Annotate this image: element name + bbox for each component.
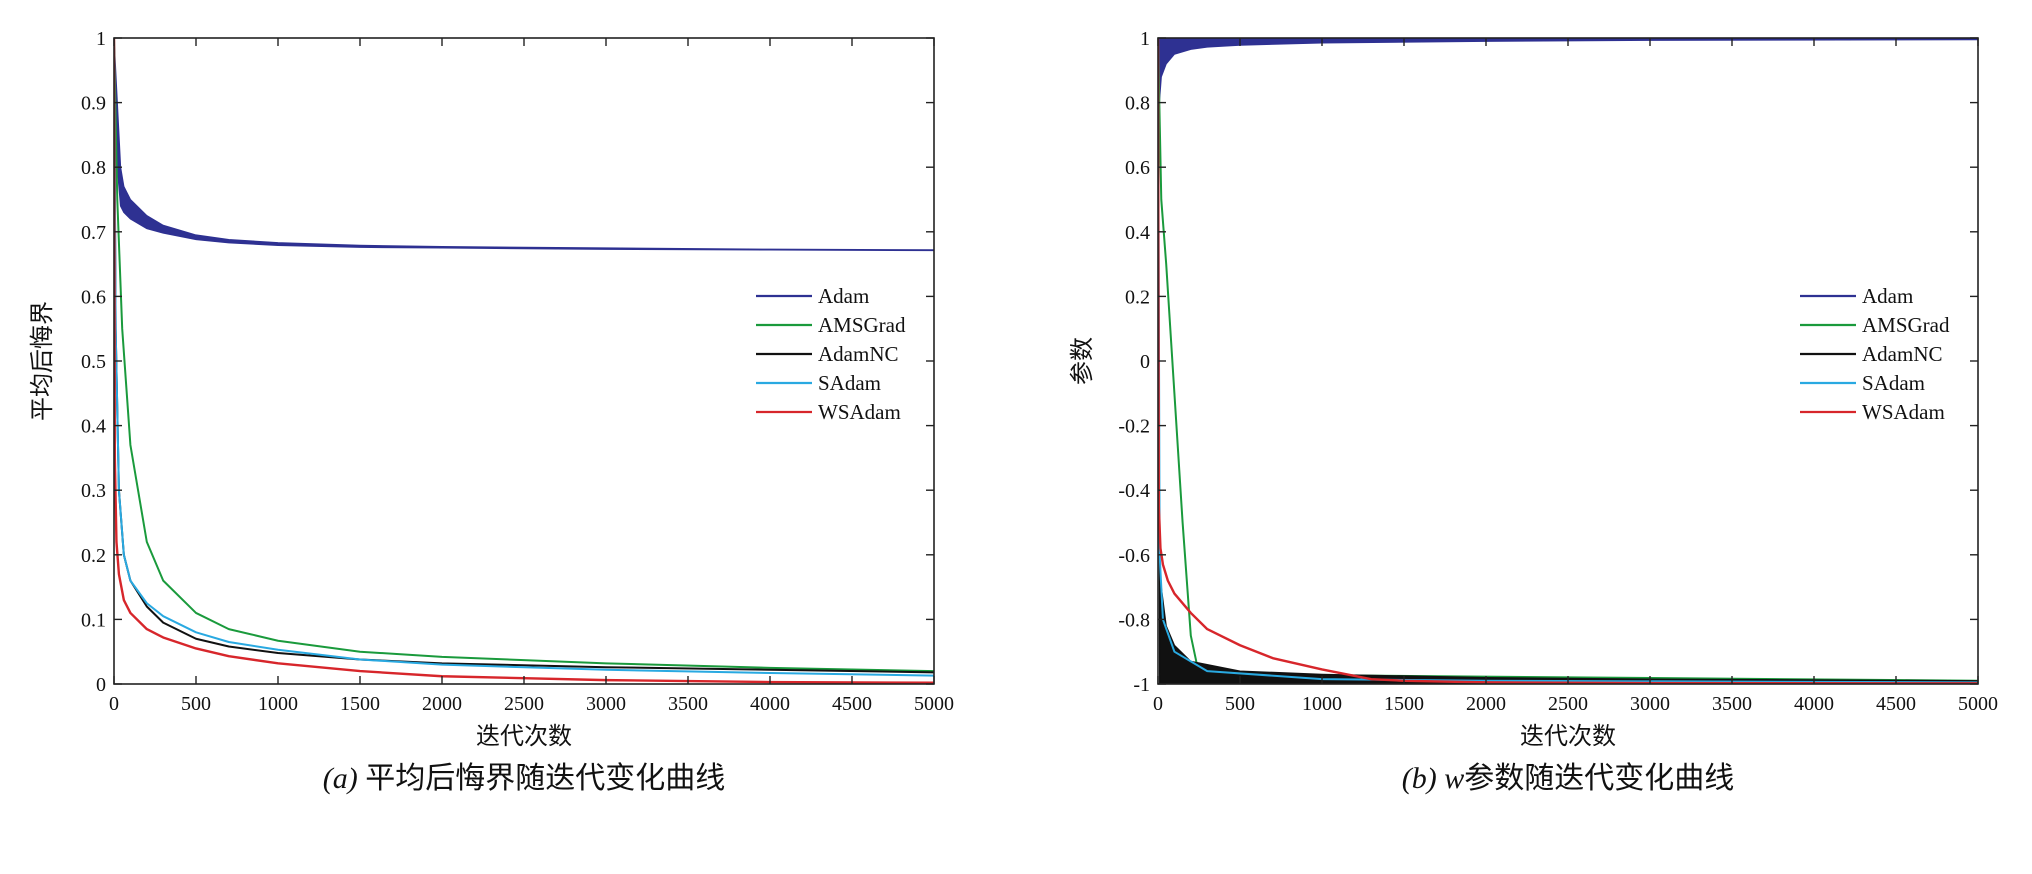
- y-tick-label: 1: [1140, 28, 1150, 50]
- panel-a: 0 500 1000 1500 2000 2500 3000 3500 4000 4500 5000…: [29, 28, 954, 795]
- series-adamnc-band: [1158, 38, 1978, 684]
- y-tick-label: 0.4: [1125, 222, 1150, 244]
- x-tick-label: 5000: [914, 693, 954, 715]
- y-tick-label: 0.9: [81, 93, 106, 115]
- y-tick-label: 0.1: [81, 609, 106, 631]
- series-amsgrad-line: [1158, 38, 1978, 682]
- x-tick-label: 4000: [1794, 693, 1834, 715]
- x-tick-label: 2000: [1466, 693, 1506, 715]
- figure-caption: (b) w参数随迭代变化曲线: [1402, 762, 1735, 795]
- series-adam-band: [114, 38, 934, 252]
- legend-label-amsgrad: AMSGrad: [818, 313, 906, 337]
- y-tick-label: 0.8: [1125, 93, 1150, 115]
- y-tick-label: 0.3: [81, 480, 106, 502]
- legend-label-amsgrad: AMSGrad: [1862, 313, 1950, 337]
- x-tick-label: 5000: [1958, 693, 1998, 715]
- x-tick-label: 4500: [1876, 693, 1916, 715]
- legend-label-adam: Adam: [818, 284, 869, 308]
- legend-label-adamnc: AdamNC: [818, 342, 899, 366]
- y-tick-label: 0.6: [1125, 157, 1150, 179]
- series-adamnc-line: [114, 38, 934, 674]
- y-axis-label: 平均后悔界: [29, 301, 56, 421]
- y-tick-label: -0.2: [1118, 416, 1150, 438]
- y-tick-label: 1: [96, 28, 106, 50]
- plot-area: [1158, 38, 1978, 684]
- y-tick-label: 0.4: [81, 416, 106, 438]
- x-tick-label: 4500: [832, 693, 872, 715]
- x-tick-label: 1000: [1302, 693, 1342, 715]
- x-tick-label: 2000: [422, 693, 462, 715]
- x-tick-label: 0: [109, 693, 119, 715]
- series-sadam-line: [1158, 38, 1978, 684]
- legend-label-adamnc: AdamNC: [1862, 342, 1943, 366]
- series-wsadam-line: [114, 38, 934, 684]
- x-tick-label: 2500: [504, 693, 544, 715]
- legend-label-wsadam: WSAdam: [818, 400, 901, 424]
- x-tick-label: 1500: [340, 693, 380, 715]
- y-tick-label: 0: [1140, 351, 1150, 373]
- y-tick-label: -1: [1133, 674, 1150, 696]
- x-tick-label: 2500: [1548, 693, 1588, 715]
- y-tick-label: -0.6: [1118, 545, 1150, 567]
- series-amsgrad-line: [114, 38, 934, 673]
- x-tick-label: 0: [1153, 693, 1163, 715]
- x-tick-label: 1500: [1384, 693, 1424, 715]
- x-tick-label: 1000: [258, 693, 298, 715]
- x-axis-label: 迭代次数: [1520, 723, 1616, 750]
- legend: Adam AMSGrad AdamNC SAdam WSAdam: [756, 284, 906, 424]
- legend-label-sadam: SAdam: [818, 371, 881, 395]
- axes-frame: [113, 37, 935, 685]
- y-tick-label: 0.2: [81, 545, 106, 567]
- y-tick-label: 0: [96, 674, 106, 696]
- legend-label-wsadam: WSAdam: [1862, 400, 1945, 424]
- x-tick-label: 500: [1225, 693, 1255, 715]
- axes-frame: [1157, 37, 1979, 685]
- figure-caption: (a) 平均后悔界随迭代变化曲线: [323, 762, 725, 795]
- legend-label-sadam: SAdam: [1862, 371, 1925, 395]
- y-tick-label: 0.2: [1125, 286, 1150, 308]
- caption-text: 平均后悔界随迭代变化曲线: [365, 762, 725, 795]
- legend: Adam AMSGrad AdamNC SAdam WSAdam: [1800, 284, 1950, 424]
- y-tick-label: 0.5: [81, 351, 106, 373]
- y-axis-label: 参数: [1069, 337, 1096, 385]
- x-tick-label: 3000: [586, 693, 626, 715]
- caption-text: 参数随迭代变化曲线: [1464, 762, 1734, 795]
- x-tick-label: 4000: [750, 693, 790, 715]
- series-sadam-line: [114, 38, 934, 677]
- y-tick-label: 0.7: [81, 222, 106, 244]
- y-tick-label: 0.8: [81, 157, 106, 179]
- caption-prefix: (b): [1402, 762, 1437, 795]
- series-adam-band: [1158, 38, 1978, 110]
- y-tick-label: 0.6: [81, 286, 106, 308]
- caption-variable: w: [1444, 762, 1464, 795]
- x-tick-label: 500: [181, 693, 211, 715]
- legend-label-adam: Adam: [1862, 284, 1913, 308]
- y-tick-label: -0.8: [1118, 609, 1150, 631]
- y-tick-label: -0.4: [1118, 480, 1150, 502]
- x-tick-label: 3500: [1712, 693, 1752, 715]
- x-axis-label: 迭代次数: [476, 723, 572, 750]
- plot-area: [114, 38, 934, 684]
- series-wsadam-line: [1158, 38, 1978, 684]
- panel-b: 0 500 1000 1500 2000 2500 3000 3500 4000 4500 5000…: [1069, 28, 1998, 795]
- caption-prefix: (a): [323, 762, 358, 795]
- x-tick-label: 3500: [668, 693, 708, 715]
- x-tick-label: 3000: [1630, 693, 1670, 715]
